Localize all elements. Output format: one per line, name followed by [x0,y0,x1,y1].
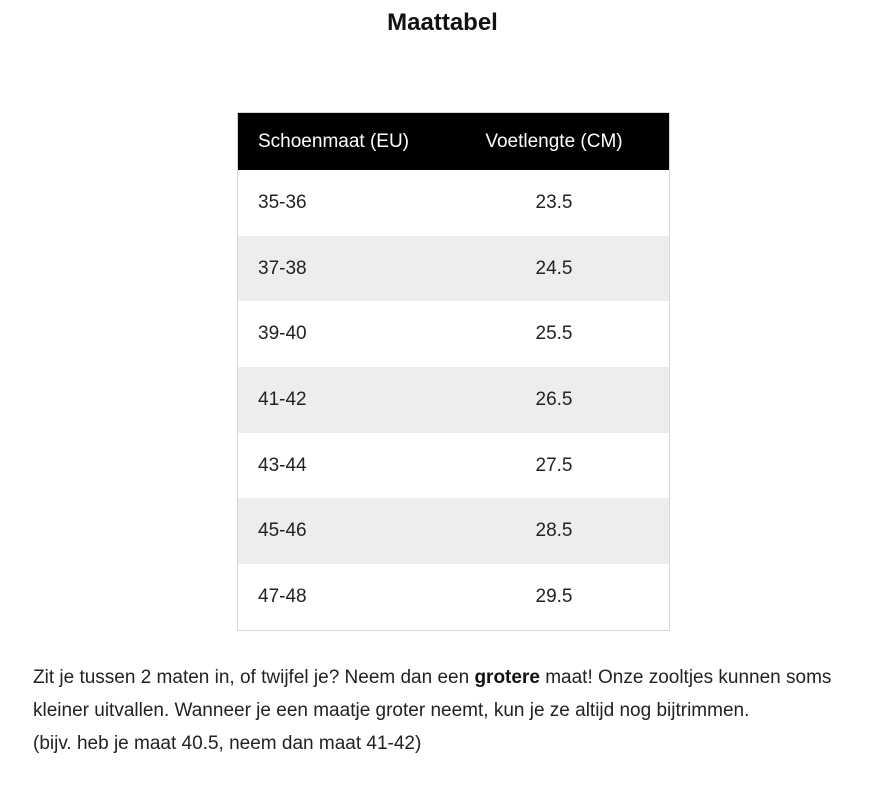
table-cell: 37-38 [237,235,459,302]
table-cell: 28.5 [459,498,670,565]
table-row: 43-44 27.5 [238,433,670,499]
title: Maattabel [387,9,498,36]
note-emphasis: grotere [474,667,540,688]
table-cell: 25.5 [535,323,573,345]
header-row: Schoenmaat (EU) Voetlengte (CM) [237,112,670,170]
size-table: Schoenmaat (EU) Voetlengte (CM) 35-36 23.… [237,112,670,631]
table-body: 35-36 23.5 37-38 24.5 39-40 25.5 41-42 26.5 43-4… [237,170,670,630]
note-example: (bijv. heb je maat 40.5, neem dan maat 4… [33,733,422,754]
table-row: 39-40 25.5 [238,301,670,367]
table-cell: 47-48 [258,585,307,607]
table-cell: 27.5 [535,454,573,476]
table-row: 41-42 26.5 [237,367,670,433]
table-row: 37-38 24.5 [237,235,670,302]
table-cell: 39-40 [258,323,307,345]
column-header: Schoenmaat (EU) [237,112,459,170]
table-cell: 41-42 [237,367,459,433]
table-cell: 23.5 [535,191,573,213]
table-cell: 26.5 [459,367,670,433]
table-cell: 45-46 [237,498,459,565]
note: Zit je tussen 2 maten in, of twijfel je?… [33,661,873,760]
table-row: 35-36 23.5 [238,170,670,236]
note-text: maat! Onze zooltjes kunnen soms kleiner … [33,667,832,721]
table-row: 47-48 29.5 [238,564,670,630]
table-cell: 35-36 [258,191,307,213]
table-cell: 43-44 [258,454,307,476]
table-cell: 24.5 [459,235,670,302]
note-text: Zit je tussen 2 maten in, of twijfel je?… [33,667,475,688]
table-head: Schoenmaat (EU) Voetlengte (CM) [237,112,670,170]
column-header: Voetlengte (CM) [459,112,670,170]
table-cell: 29.5 [535,585,573,607]
table-row: 45-46 28.5 [237,498,670,565]
